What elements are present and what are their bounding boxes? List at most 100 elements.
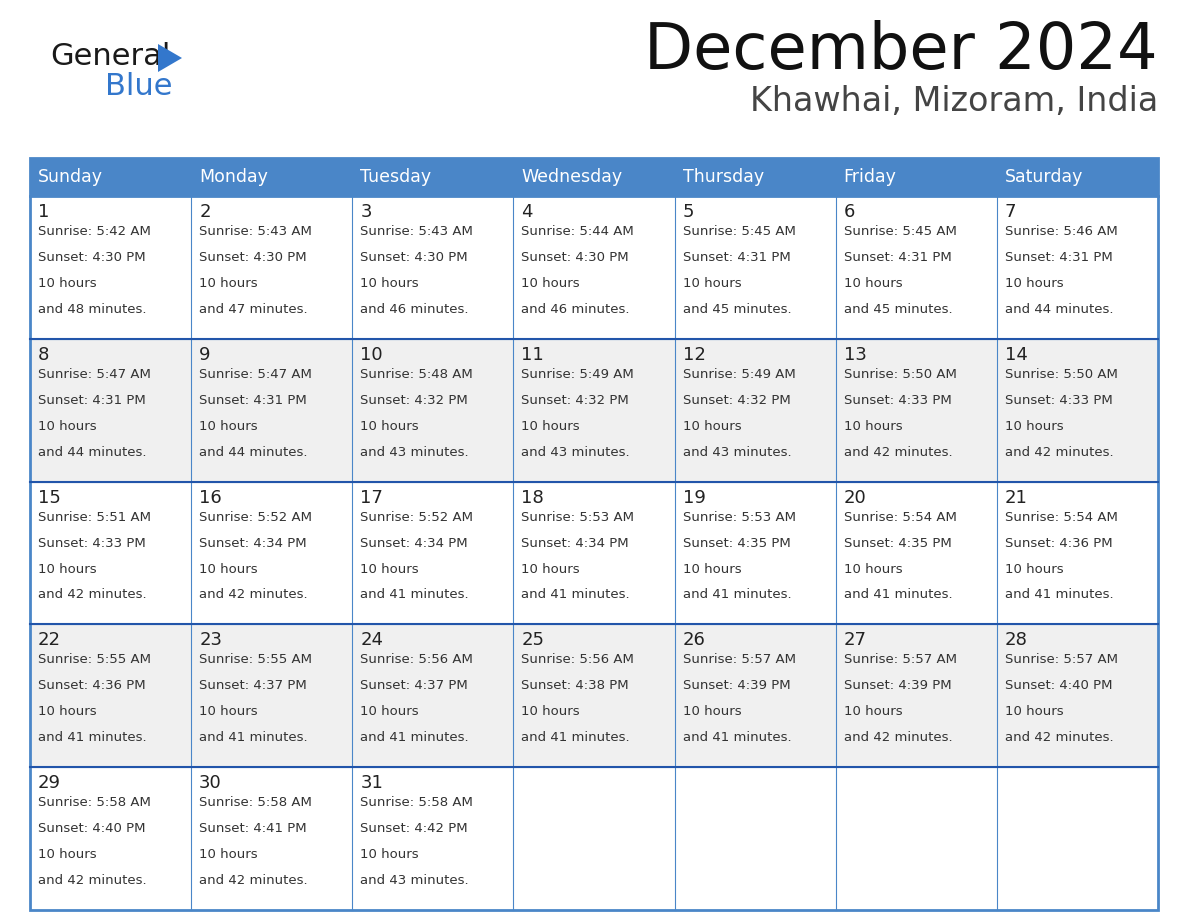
Text: 10 hours: 10 hours bbox=[360, 848, 419, 861]
Text: 10 hours: 10 hours bbox=[522, 277, 580, 290]
Bar bbox=[997, 767, 1158, 910]
Text: Sunrise: 5:58 AM: Sunrise: 5:58 AM bbox=[360, 796, 473, 809]
Text: 16: 16 bbox=[200, 488, 222, 507]
Text: 31: 31 bbox=[360, 774, 384, 792]
Text: and 42 minutes.: and 42 minutes. bbox=[38, 874, 146, 887]
Text: and 41 minutes.: and 41 minutes. bbox=[200, 732, 308, 744]
Text: Sunrise: 5:56 AM: Sunrise: 5:56 AM bbox=[522, 654, 634, 666]
Text: 20: 20 bbox=[843, 488, 866, 507]
Text: and 47 minutes.: and 47 minutes. bbox=[200, 303, 308, 316]
Text: 24: 24 bbox=[360, 632, 384, 649]
Text: 5: 5 bbox=[683, 203, 694, 221]
Text: and 42 minutes.: and 42 minutes. bbox=[200, 874, 308, 887]
Bar bbox=[835, 482, 997, 624]
Text: Sunrise: 5:44 AM: Sunrise: 5:44 AM bbox=[522, 225, 634, 238]
Bar bbox=[353, 158, 513, 196]
Text: General: General bbox=[50, 42, 170, 71]
Text: and 42 minutes.: and 42 minutes. bbox=[1005, 732, 1113, 744]
Text: Sunrise: 5:53 AM: Sunrise: 5:53 AM bbox=[683, 510, 796, 523]
Text: and 44 minutes.: and 44 minutes. bbox=[1005, 303, 1113, 316]
Text: 8: 8 bbox=[38, 346, 50, 364]
Text: and 46 minutes.: and 46 minutes. bbox=[522, 303, 630, 316]
Text: Sunset: 4:30 PM: Sunset: 4:30 PM bbox=[38, 251, 146, 264]
Text: Sunset: 4:31 PM: Sunset: 4:31 PM bbox=[200, 394, 307, 407]
Text: Sunrise: 5:50 AM: Sunrise: 5:50 AM bbox=[843, 368, 956, 381]
Text: and 41 minutes.: and 41 minutes. bbox=[522, 732, 630, 744]
Text: Sunrise: 5:52 AM: Sunrise: 5:52 AM bbox=[200, 510, 312, 523]
Bar bbox=[191, 624, 353, 767]
Text: 10 hours: 10 hours bbox=[1005, 420, 1063, 432]
Text: Sunset: 4:36 PM: Sunset: 4:36 PM bbox=[38, 679, 146, 692]
Text: and 41 minutes.: and 41 minutes. bbox=[683, 588, 791, 601]
Bar bbox=[191, 339, 353, 482]
Bar bbox=[30, 158, 191, 196]
Text: 10 hours: 10 hours bbox=[360, 563, 419, 576]
Bar bbox=[191, 158, 353, 196]
Text: 10 hours: 10 hours bbox=[683, 420, 741, 432]
Text: 21: 21 bbox=[1005, 488, 1028, 507]
Text: 9: 9 bbox=[200, 346, 210, 364]
Text: and 41 minutes.: and 41 minutes. bbox=[38, 732, 146, 744]
Bar bbox=[997, 196, 1158, 339]
Text: Sunrise: 5:45 AM: Sunrise: 5:45 AM bbox=[843, 225, 956, 238]
Text: 7: 7 bbox=[1005, 203, 1017, 221]
Text: Sunrise: 5:50 AM: Sunrise: 5:50 AM bbox=[1005, 368, 1118, 381]
Text: 10 hours: 10 hours bbox=[1005, 563, 1063, 576]
Text: and 45 minutes.: and 45 minutes. bbox=[843, 303, 953, 316]
Text: Sunrise: 5:48 AM: Sunrise: 5:48 AM bbox=[360, 368, 473, 381]
Bar bbox=[675, 624, 835, 767]
Text: 10 hours: 10 hours bbox=[200, 420, 258, 432]
Text: Sunrise: 5:49 AM: Sunrise: 5:49 AM bbox=[522, 368, 634, 381]
Bar bbox=[997, 339, 1158, 482]
Text: Wednesday: Wednesday bbox=[522, 168, 623, 186]
Text: Sunset: 4:30 PM: Sunset: 4:30 PM bbox=[200, 251, 307, 264]
Text: Sunset: 4:38 PM: Sunset: 4:38 PM bbox=[522, 679, 630, 692]
Text: and 43 minutes.: and 43 minutes. bbox=[522, 446, 630, 459]
Bar bbox=[675, 339, 835, 482]
Text: 10 hours: 10 hours bbox=[843, 277, 903, 290]
Bar bbox=[513, 767, 675, 910]
Text: 10 hours: 10 hours bbox=[843, 420, 903, 432]
Text: Sunset: 4:31 PM: Sunset: 4:31 PM bbox=[683, 251, 790, 264]
Text: Friday: Friday bbox=[843, 168, 897, 186]
Text: Sunrise: 5:42 AM: Sunrise: 5:42 AM bbox=[38, 225, 151, 238]
Text: Sunset: 4:32 PM: Sunset: 4:32 PM bbox=[522, 394, 630, 407]
Text: Sunrise: 5:57 AM: Sunrise: 5:57 AM bbox=[683, 654, 796, 666]
Text: 4: 4 bbox=[522, 203, 533, 221]
Text: Sunset: 4:31 PM: Sunset: 4:31 PM bbox=[38, 394, 146, 407]
Text: 10 hours: 10 hours bbox=[522, 563, 580, 576]
Bar bbox=[513, 158, 675, 196]
Text: and 42 minutes.: and 42 minutes. bbox=[200, 588, 308, 601]
Text: Sunset: 4:34 PM: Sunset: 4:34 PM bbox=[360, 536, 468, 550]
Text: 10 hours: 10 hours bbox=[360, 277, 419, 290]
Text: and 43 minutes.: and 43 minutes. bbox=[683, 446, 791, 459]
Text: and 42 minutes.: and 42 minutes. bbox=[1005, 446, 1113, 459]
Text: 22: 22 bbox=[38, 632, 61, 649]
Text: Sunset: 4:37 PM: Sunset: 4:37 PM bbox=[200, 679, 307, 692]
Text: Sunrise: 5:51 AM: Sunrise: 5:51 AM bbox=[38, 510, 151, 523]
Text: Sunset: 4:32 PM: Sunset: 4:32 PM bbox=[360, 394, 468, 407]
Bar bbox=[675, 158, 835, 196]
Text: 23: 23 bbox=[200, 632, 222, 649]
Bar bbox=[353, 624, 513, 767]
Text: Sunrise: 5:54 AM: Sunrise: 5:54 AM bbox=[843, 510, 956, 523]
Text: 10 hours: 10 hours bbox=[200, 705, 258, 718]
Text: 17: 17 bbox=[360, 488, 384, 507]
Text: and 41 minutes.: and 41 minutes. bbox=[843, 588, 953, 601]
Text: Sunset: 4:40 PM: Sunset: 4:40 PM bbox=[38, 823, 145, 835]
Text: Khawhai, Mizoram, India: Khawhai, Mizoram, India bbox=[750, 85, 1158, 118]
Text: 10 hours: 10 hours bbox=[38, 848, 96, 861]
Text: 10: 10 bbox=[360, 346, 383, 364]
Bar bbox=[353, 482, 513, 624]
Bar bbox=[835, 339, 997, 482]
Text: and 41 minutes.: and 41 minutes. bbox=[1005, 588, 1113, 601]
Text: Sunset: 4:41 PM: Sunset: 4:41 PM bbox=[200, 823, 307, 835]
Text: 13: 13 bbox=[843, 346, 866, 364]
Bar bbox=[835, 624, 997, 767]
Text: 1: 1 bbox=[38, 203, 50, 221]
Text: Sunrise: 5:43 AM: Sunrise: 5:43 AM bbox=[200, 225, 312, 238]
Bar bbox=[30, 158, 1158, 910]
Text: 10 hours: 10 hours bbox=[200, 277, 258, 290]
Text: and 42 minutes.: and 42 minutes. bbox=[38, 588, 146, 601]
Text: and 44 minutes.: and 44 minutes. bbox=[200, 446, 308, 459]
